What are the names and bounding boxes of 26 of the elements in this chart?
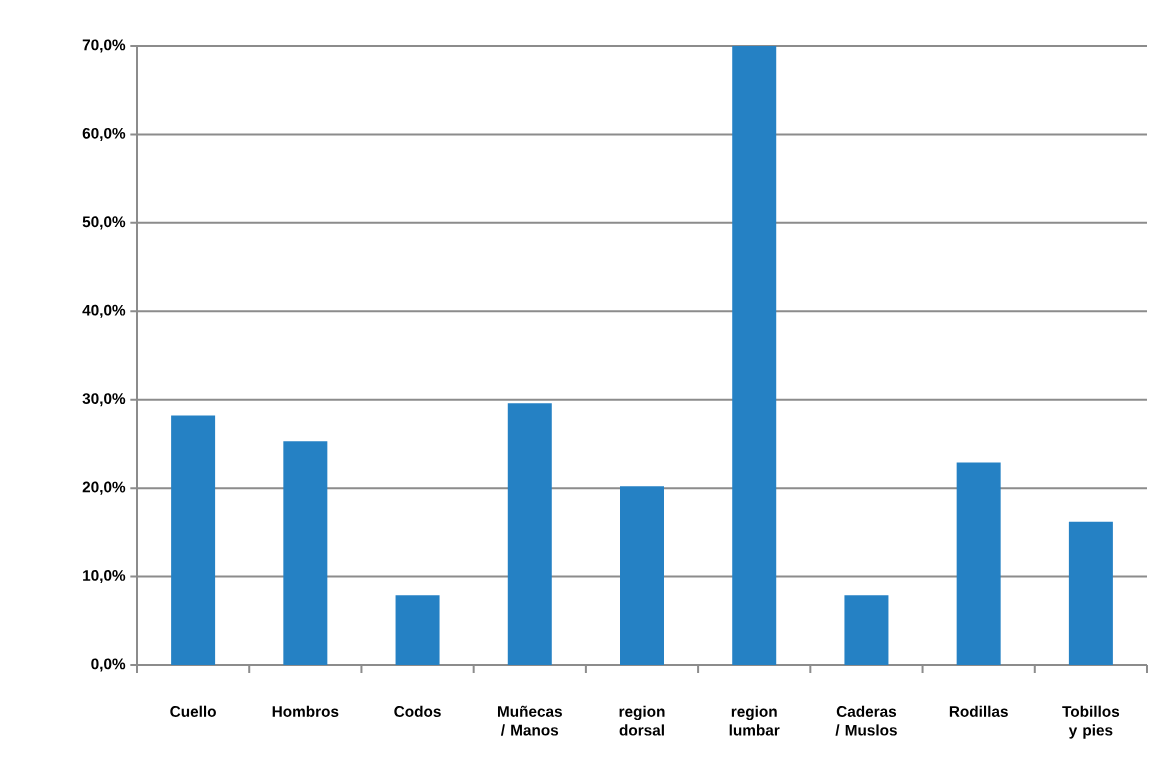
y-tick-label: 70,0% [82, 39, 126, 53]
bar [844, 595, 889, 665]
x-tick-label: Rodillas [949, 705, 1008, 717]
y-tick-label: 30,0% [82, 393, 126, 407]
x-tick-label: region lumbar [729, 705, 780, 736]
y-tick-label: 0,0% [91, 658, 126, 672]
x-tick-label: Codos [394, 705, 441, 717]
bar [732, 45, 777, 665]
bar [507, 403, 552, 665]
y-tick-label: 20,0% [82, 481, 126, 495]
bar [395, 595, 440, 665]
x-tick-label: Cuello [170, 705, 216, 717]
x-tick-label: Caderas / Muslos [835, 705, 897, 736]
y-tick-label: 10,0% [83, 570, 126, 584]
x-tick-label: region dorsal [619, 705, 665, 736]
bar [956, 462, 1001, 665]
x-tick-label: Hombros [272, 705, 339, 717]
bar [283, 441, 328, 665]
y-tick-label: 50,0% [82, 216, 126, 230]
y-tick-label: 60,0% [82, 127, 126, 141]
x-tick-label: Muñecas / Manos [497, 705, 562, 736]
bar [620, 486, 664, 665]
x-tick-label: Tobillos y pies [1062, 705, 1120, 739]
bar [171, 415, 216, 665]
bar [1068, 521, 1113, 665]
y-tick-label: 40,0% [82, 304, 126, 318]
